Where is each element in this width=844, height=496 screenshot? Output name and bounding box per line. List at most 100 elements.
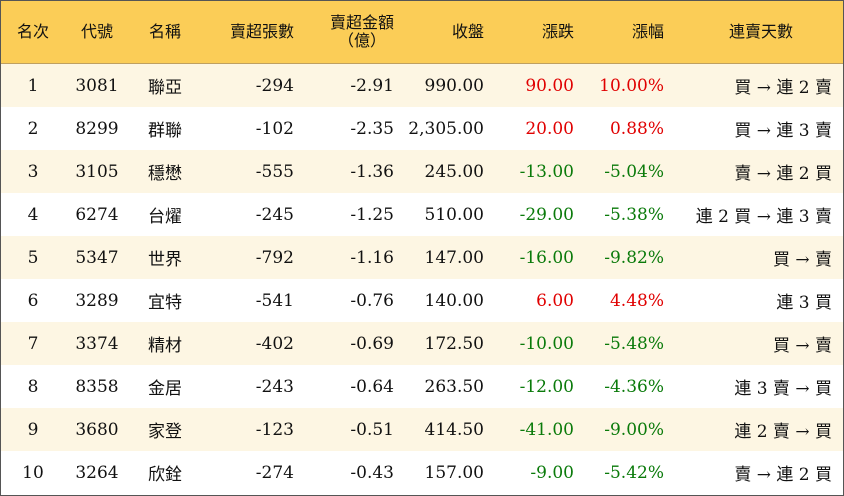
cell-net-sell-lots: -294 <box>255 75 294 96</box>
cell-net-sell-amount: -0.43 <box>350 462 394 483</box>
cell-change: -16.00 <box>519 247 574 268</box>
header-rank[interactable]: 名次 <box>16 22 49 41</box>
cell-rank: 7 <box>27 333 39 354</box>
cell-code: 3081 <box>75 75 119 96</box>
cell-change-pct: 10.00% <box>599 75 664 96</box>
cell-code: 3105 <box>75 161 119 182</box>
table-row[interactable]: 5 5347 世界 -792 -1.16 147.00 -16.00 -9.82% 買 → 賣 <box>1 236 843 279</box>
cell-code: 3264 <box>75 462 119 483</box>
cell-net-sell-amount: -0.69 <box>350 333 394 354</box>
table-row[interactable]: 4 6274 台燿 -245 -1.25 510.00 -29.00 -5.38% 連 2 買 … <box>1 193 843 236</box>
cell-change: 20.00 <box>525 118 574 139</box>
cell-name: 宜特 <box>148 293 182 313</box>
cell-name: 世界 <box>148 250 182 270</box>
cell-net-sell-lots: -555 <box>255 161 294 182</box>
cell-name: 金居 <box>148 379 182 399</box>
cell-name: 聯亞 <box>148 78 182 98</box>
cell-change-pct: -9.00% <box>604 419 664 440</box>
cell-net-sell-lots: -792 <box>255 247 294 268</box>
cell-name: 精材 <box>148 336 182 356</box>
header-change-pct[interactable]: 漲幅 <box>631 22 664 41</box>
cell-close: 172.50 <box>424 333 484 354</box>
cell-net-sell-amount: -1.25 <box>350 204 394 225</box>
table-row[interactable]: 10 3264 欣銓 -274 -0.43 157.00 -9.00 -5.42% 賣 → 連 … <box>1 451 843 494</box>
cell-net-sell-lots: -243 <box>255 376 294 397</box>
header-net-sell-lots[interactable]: 賣超張數 <box>229 22 294 41</box>
cell-net-sell-lots: -274 <box>255 462 294 483</box>
cell-change: -41.00 <box>519 419 574 440</box>
cell-net-sell-amount: -0.76 <box>350 290 394 311</box>
cell-close: 990.00 <box>424 75 484 96</box>
cell-streak: 賣 → 連 2 買 <box>734 465 832 485</box>
cell-rank: 10 <box>22 462 44 483</box>
cell-code: 3289 <box>75 290 119 311</box>
cell-change: -29.00 <box>519 204 574 225</box>
header-net-sell-amount-line1: 賣超金額 <box>329 13 394 32</box>
cell-rank: 6 <box>27 290 39 311</box>
cell-rank: 3 <box>27 161 39 182</box>
cell-net-sell-lots: -541 <box>255 290 294 311</box>
table-row[interactable]: 2 8299 群聯 -102 -2.35 2,305.00 20.00 0.88% 買 → 連 … <box>1 107 843 150</box>
cell-change: -9.00 <box>530 462 574 483</box>
cell-change: 90.00 <box>525 75 574 96</box>
cell-net-sell-lots: -102 <box>255 118 294 139</box>
header-close[interactable]: 收盤 <box>451 22 484 41</box>
cell-net-sell-lots: -123 <box>255 419 294 440</box>
cell-change-pct: -5.48% <box>604 333 664 354</box>
header-streak[interactable]: 連賣天數 <box>728 22 793 41</box>
cell-name: 家登 <box>148 422 182 442</box>
cell-rank: 1 <box>27 75 39 96</box>
cell-streak: 賣 → 連 2 買 <box>734 164 832 184</box>
cell-rank: 9 <box>27 419 39 440</box>
cell-code: 8299 <box>75 118 119 139</box>
cell-rank: 4 <box>27 204 39 225</box>
header-name[interactable]: 名稱 <box>148 22 181 41</box>
cell-rank: 8 <box>27 376 39 397</box>
cell-change: -10.00 <box>519 333 574 354</box>
cell-code: 3374 <box>75 333 119 354</box>
table-row[interactable]: 9 3680 家登 -123 -0.51 414.50 -41.00 -9.00% 連 2 賣 … <box>1 408 843 451</box>
table-row[interactable]: 3 3105 穩懋 -555 -1.36 245.00 -13.00 -5.04% 賣 → 連 … <box>1 150 843 193</box>
header-change[interactable]: 漲跌 <box>541 22 574 41</box>
cell-change-pct: -5.38% <box>604 204 664 225</box>
cell-close: 147.00 <box>424 247 484 268</box>
cell-name: 欣銓 <box>148 465 182 485</box>
table-row[interactable]: 7 3374 精材 -402 -0.69 172.50 -10.00 -5.48% 買 → 賣 <box>1 322 843 365</box>
cell-streak: 買 → 賣 <box>772 250 832 270</box>
table-header-row: 名次 代號 名稱 賣超張數 賣超金額 （億） 收盤 漲跌 漲幅 連賣天數 <box>1 1 843 64</box>
cell-code: 8358 <box>75 376 119 397</box>
table-row[interactable]: 1 3081 聯亞 -294 -2.91 990.00 90.00 10.00% 買 → 連 2… <box>1 64 843 107</box>
cell-streak: 連 2 買 → 連 3 賣 <box>695 207 832 227</box>
cell-code: 5347 <box>75 247 119 268</box>
cell-close: 414.50 <box>424 419 484 440</box>
cell-change-pct: 0.88% <box>609 118 664 139</box>
cell-close: 157.00 <box>424 462 484 483</box>
cell-change-pct: 4.48% <box>609 290 664 311</box>
cell-streak: 買 → 賣 <box>772 336 832 356</box>
cell-name: 群聯 <box>148 121 182 141</box>
cell-change: -13.00 <box>519 161 574 182</box>
cell-close: 263.50 <box>424 376 484 397</box>
cell-change-pct: -4.36% <box>604 376 664 397</box>
cell-net-sell-amount: -0.51 <box>350 419 394 440</box>
cell-close: 510.00 <box>424 204 484 225</box>
header-code[interactable]: 代號 <box>80 22 113 41</box>
cell-change: 6.00 <box>536 290 574 311</box>
cell-net-sell-lots: -245 <box>255 204 294 225</box>
table-row[interactable]: 6 3289 宜特 -541 -0.76 140.00 6.00 4.48% 連 3 買 <box>1 279 843 322</box>
cell-net-sell-amount: -1.16 <box>350 247 394 268</box>
cell-code: 3680 <box>75 419 119 440</box>
cell-rank: 2 <box>27 118 39 139</box>
cell-close: 245.00 <box>424 161 484 182</box>
cell-name: 穩懋 <box>148 164 182 184</box>
table-row[interactable]: 8 8358 金居 -243 -0.64 263.50 -12.00 -4.36% 連 3 賣 … <box>1 365 843 408</box>
header-net-sell-amount-unit: （億） <box>337 31 386 50</box>
cell-name: 台燿 <box>148 207 182 227</box>
cell-streak: 買 → 連 2 賣 <box>734 78 832 98</box>
cell-streak: 連 3 賣 → 買 <box>734 379 832 399</box>
cell-rank: 5 <box>27 247 39 268</box>
header-net-sell-amount[interactable]: 賣超金額 （億） <box>294 1 394 63</box>
cell-net-sell-amount: -2.35 <box>350 118 394 139</box>
cell-streak: 連 2 賣 → 買 <box>734 422 832 442</box>
cell-streak: 買 → 連 3 賣 <box>734 121 832 141</box>
